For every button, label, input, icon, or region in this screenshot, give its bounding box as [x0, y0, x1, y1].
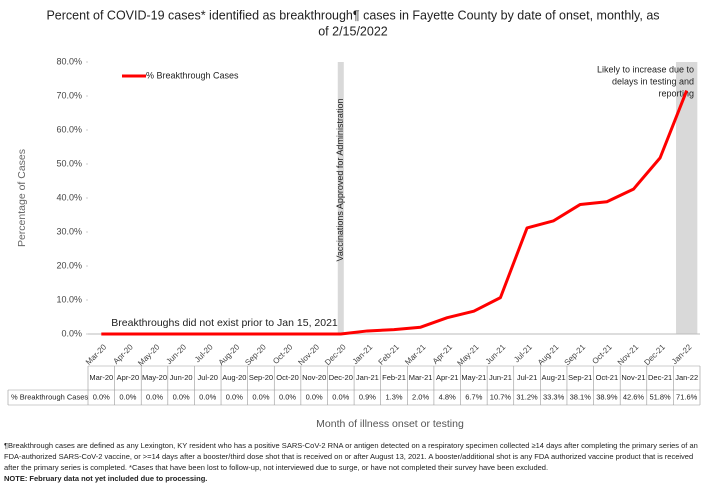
chart-title: of 2/15/2022: [318, 24, 388, 38]
x-tick-label: Feb-21: [377, 342, 402, 367]
y-tick-label: 10.0%: [56, 294, 82, 304]
x-tick-label: Jun-20: [164, 342, 188, 366]
x-tick-label: Oct-21: [590, 342, 614, 366]
footnote: NOTE: February data not yet included due…: [4, 474, 207, 483]
table-cell: 38.9%: [596, 392, 618, 401]
x-tick-label: Jan-21: [351, 342, 375, 366]
table-cell: 0.9%: [359, 392, 376, 401]
x-tick-label: May-20: [136, 342, 162, 368]
y-tick-label: 20.0%: [56, 260, 82, 270]
highlight-band: [676, 62, 698, 334]
table-header: Jun-20: [170, 373, 193, 382]
y-tick-label: 40.0%: [56, 192, 82, 202]
footnote: after the primary series is completed. *…: [4, 463, 548, 472]
table-header: Apr-20: [117, 373, 140, 382]
annotation: reporting: [658, 88, 694, 98]
x-tick-label: Dec-20: [323, 342, 348, 367]
table-cell: 2.0%: [412, 392, 429, 401]
x-tick-label: Sep-20: [243, 342, 268, 367]
x-tick-label: Jan-22: [670, 342, 694, 366]
y-tick-label: 0.0%: [61, 328, 82, 338]
chart-title: Percent of COVID-19 cases* identified as…: [46, 8, 659, 22]
y-tick-label: 80.0%: [56, 56, 82, 66]
table-cell: 38.1%: [570, 392, 592, 401]
table-header: Oct-20: [276, 373, 299, 382]
x-tick-label: Mar-20: [84, 342, 109, 367]
table-cell: 71.6%: [676, 392, 698, 401]
x-tick-label: Nov-20: [296, 342, 321, 367]
footnote: ¶Breakthrough cases are defined as any L…: [4, 441, 698, 450]
highlight-band: [337, 62, 344, 334]
legend-label: % Breakthrough Cases: [146, 70, 239, 80]
table-cell: 0.0%: [226, 392, 243, 401]
table-cell: 10.7%: [490, 392, 512, 401]
table-header: Jun-21: [489, 373, 512, 382]
series-line: [101, 90, 689, 336]
footnote: FDA-authorized SARS-CoV-2 vaccine, or >=…: [4, 452, 693, 461]
table-cell: 0.0%: [146, 392, 163, 401]
y-tick-label: 50.0%: [56, 158, 82, 168]
annotation: delays in testing and: [612, 76, 694, 86]
table-cell: 42.6%: [623, 392, 645, 401]
y-axis-label: Percentage of Cases: [16, 149, 28, 247]
table-cell: 51.8%: [649, 392, 671, 401]
y-tick-label: 60.0%: [56, 124, 82, 134]
x-tick-label: Nov-21: [616, 342, 641, 367]
table-cell: 0.0%: [119, 392, 136, 401]
table-cell: 33.3%: [543, 392, 565, 401]
table-cell: 0.0%: [199, 392, 216, 401]
table-cell: 4.8%: [439, 392, 456, 401]
table-cell: 0.0%: [252, 392, 269, 401]
table-cell: 6.7%: [465, 392, 482, 401]
table-header: Sep-21: [568, 373, 592, 382]
table-header: Aug-20: [222, 373, 246, 382]
table-header: Mar-21: [409, 373, 433, 382]
x-tick-label: Sep-21: [563, 342, 588, 367]
x-tick-label: Apr-21: [431, 342, 455, 366]
table-cell: 0.0%: [279, 392, 296, 401]
x-tick-label: Jul-21: [512, 342, 534, 364]
x-tick-label: May-21: [455, 342, 481, 368]
table-header: Dec-20: [329, 373, 353, 382]
table-header: Jan-22: [675, 373, 698, 382]
table-header: Nov-20: [302, 373, 326, 382]
table-cell: 1.3%: [385, 392, 402, 401]
table-cell: 31.2%: [516, 392, 538, 401]
y-tick-label: 30.0%: [56, 226, 82, 236]
x-axis-label: Month of illness onset or testing: [316, 418, 464, 430]
table-cell: 0.0%: [93, 392, 110, 401]
x-tick-label: Dec-21: [642, 342, 667, 367]
table-header: Sep-20: [249, 373, 273, 382]
table-header: Mar-20: [89, 373, 113, 382]
x-tick-label: Jun-21: [484, 342, 508, 366]
x-tick-label: Aug-21: [536, 342, 561, 367]
y-tick-label: 70.0%: [56, 90, 82, 100]
table-header: Jul-21: [517, 373, 537, 382]
table-cell: 0.0%: [306, 392, 323, 401]
x-tick-label: Mar-21: [403, 342, 428, 367]
table-cell: 0.0%: [332, 392, 349, 401]
annotation: Breakthroughs did not exist prior to Jan…: [111, 317, 338, 329]
table-header: Nov-21: [621, 373, 645, 382]
table-header: Feb-21: [382, 373, 406, 382]
table-header: May-21: [461, 373, 486, 382]
x-tick-label: Jul-20: [193, 342, 215, 364]
table-header: Jul-20: [198, 373, 218, 382]
table-header: May-20: [142, 373, 167, 382]
x-tick-label: Aug-20: [217, 342, 242, 367]
table-header: Dec-21: [648, 373, 672, 382]
x-tick-label: Apr-20: [111, 342, 135, 366]
annotation: Likely to increase due to: [597, 64, 694, 74]
x-tick-label: Oct-20: [271, 342, 295, 366]
annotation: Vaccinations Approved for Administration: [335, 99, 345, 262]
table-header: Oct-21: [596, 373, 619, 382]
table-cell: 0.0%: [173, 392, 190, 401]
table-row-header: % Breakthrough Cases: [11, 392, 88, 401]
table-header: Apr-21: [436, 373, 459, 382]
table-header: Aug-21: [542, 373, 566, 382]
table-header: Jan-21: [356, 373, 379, 382]
